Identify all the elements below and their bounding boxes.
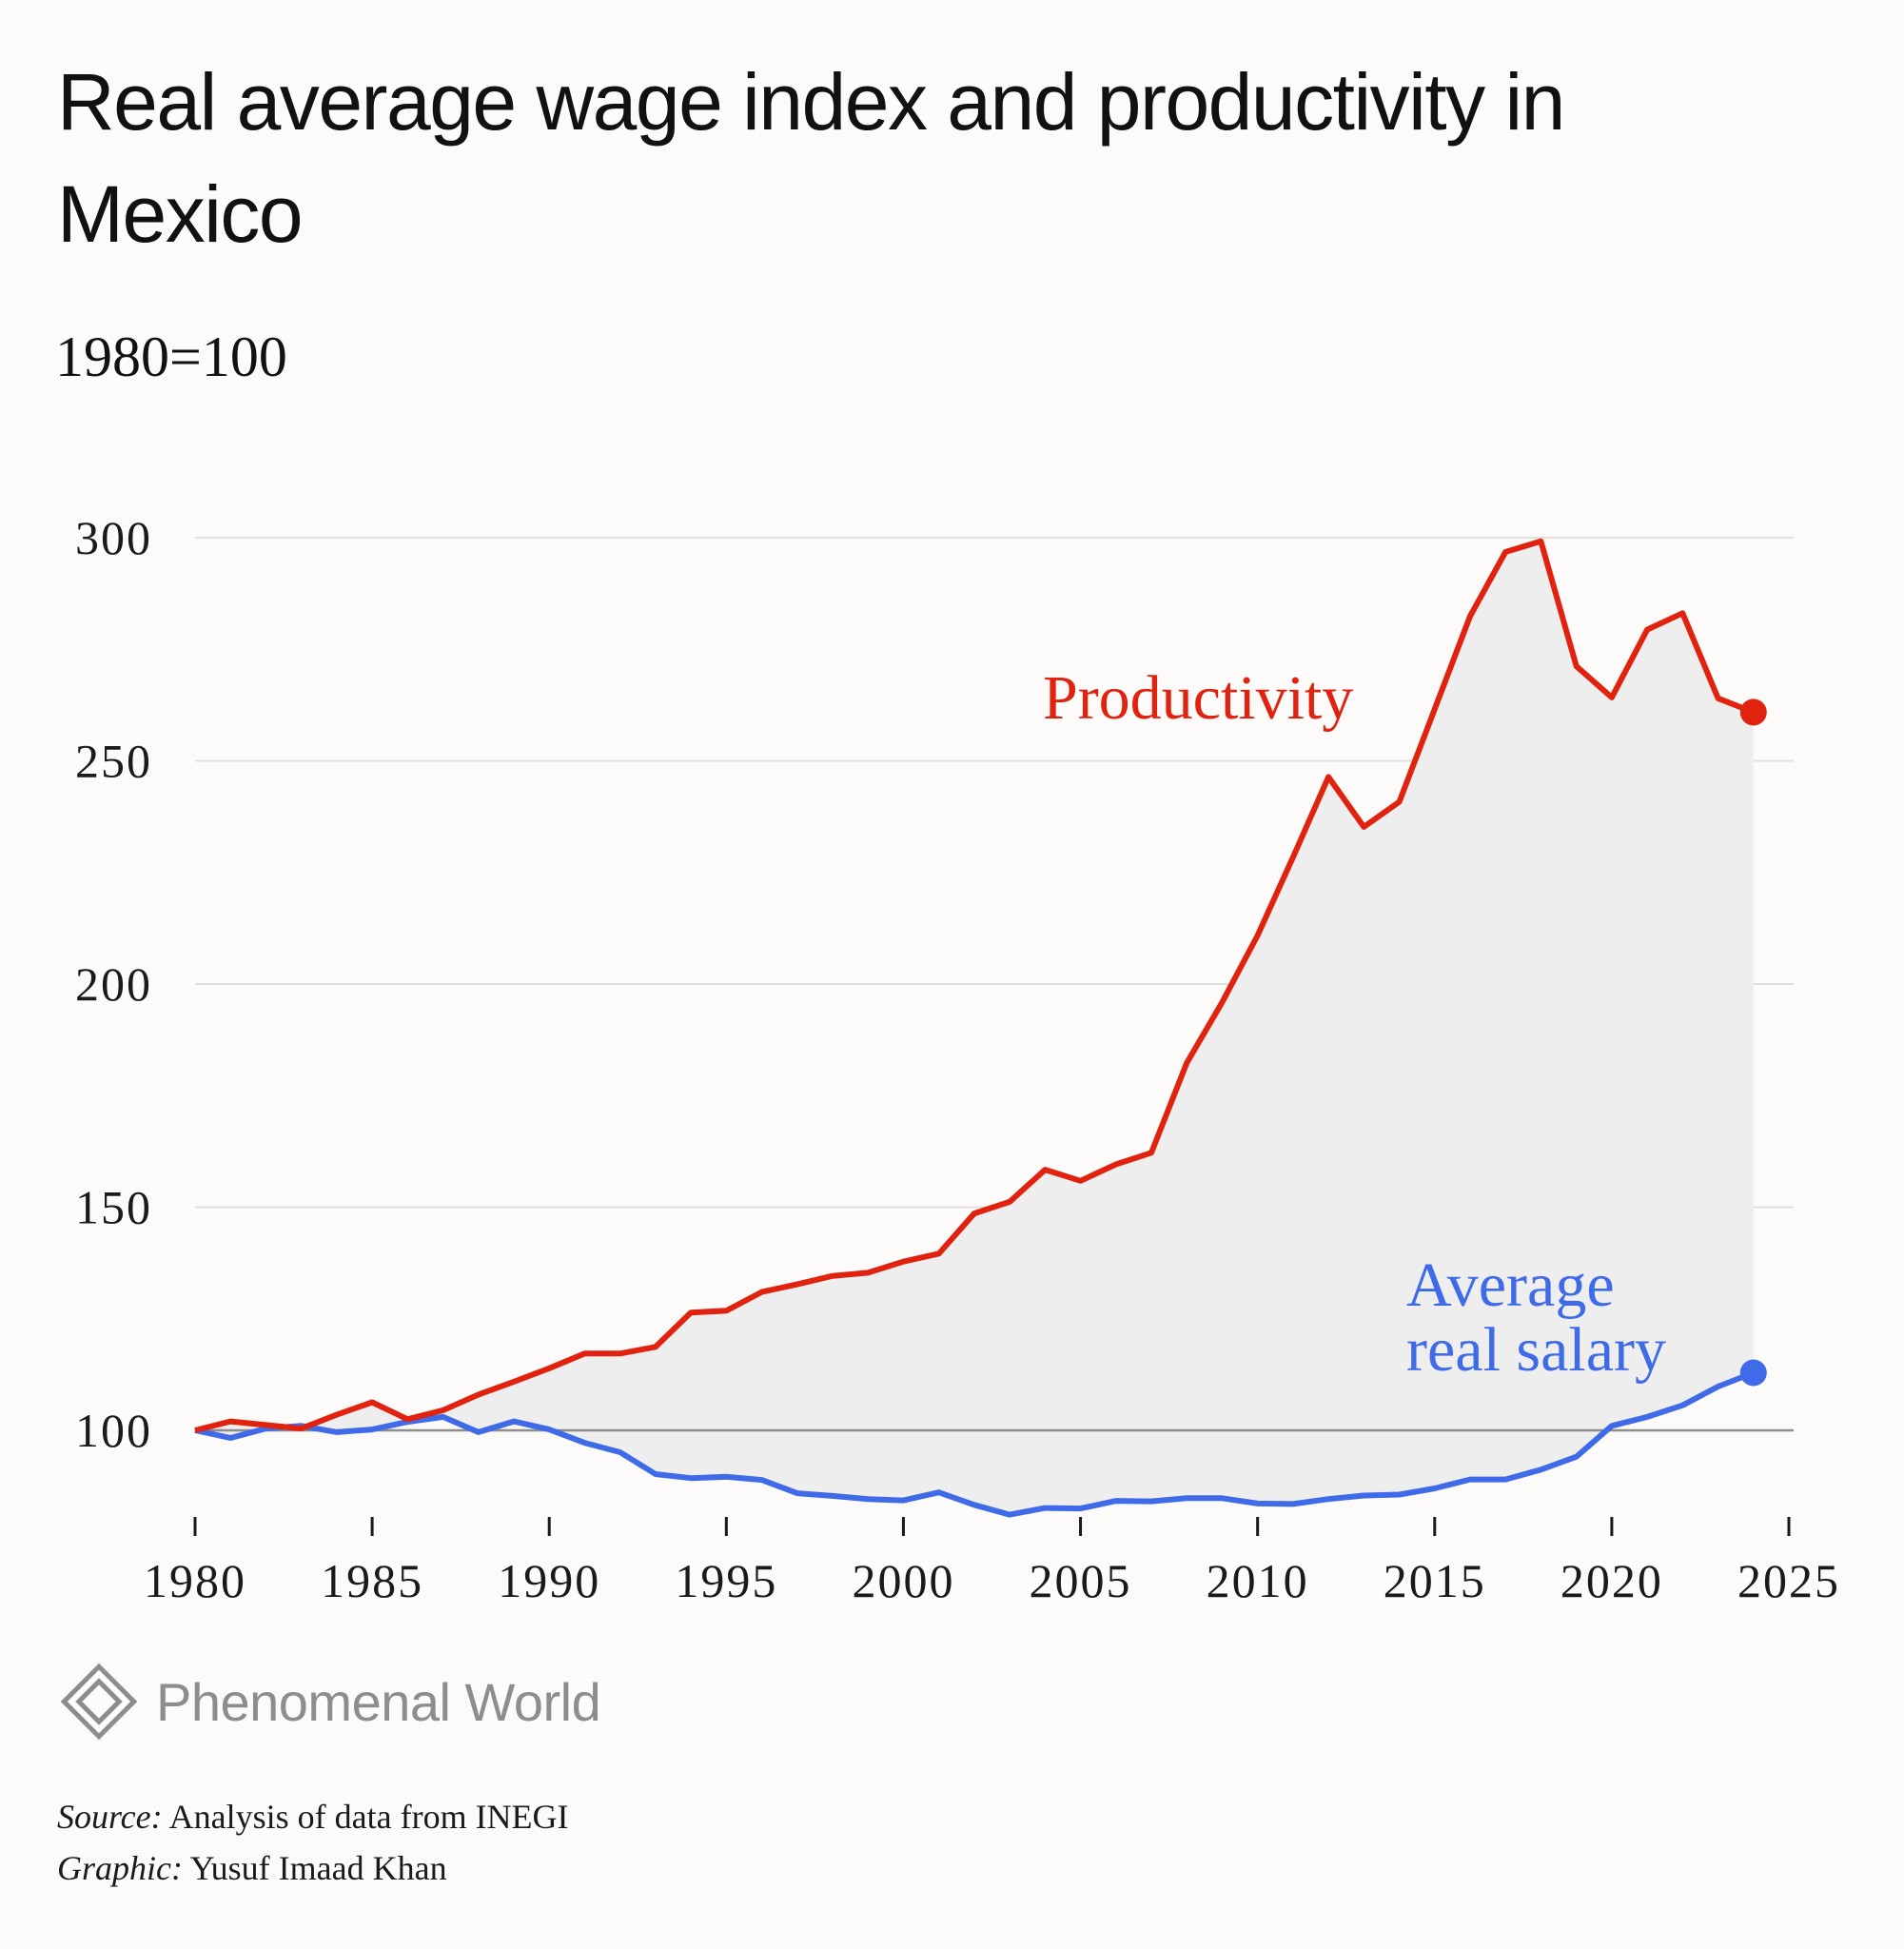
data-points [1739,699,1767,1387]
source-text: Analysis of data from INEGI [168,1798,569,1836]
productivity-label: Productivity [1043,663,1353,733]
x-tick-label: 1995 [675,1554,777,1607]
y-tick-label: 100 [75,1404,152,1457]
line-chart: 100 150 200 250 300 1980 1985 1990 1995 2000 2005… [75,511,1840,1607]
diamond-logo-icon [60,1663,138,1741]
x-tick-label: 2010 [1207,1554,1309,1607]
chart-subtitle: 1980=100 [55,325,287,388]
x-tick-label: 2000 [852,1554,954,1607]
graphic-text: Yusuf Imaad Khan [189,1849,447,1887]
x-tick-label: 1980 [144,1554,246,1607]
chart-title: Real average wage index and productivity… [57,57,1565,259]
x-tick-label: 1990 [498,1554,600,1607]
salary-label-line: Average [1406,1250,1615,1320]
graphic-label: Graphic: [57,1849,183,1887]
x-tick-label: 1985 [321,1554,423,1607]
x-axis: 1980 1985 1990 1995 2000 2005 2010 2015 2020 2025 [144,1517,1840,1607]
gap-area [195,541,1754,1515]
x-tick-label: 2025 [1737,1554,1840,1607]
y-tick-label: 250 [75,735,152,788]
y-axis-labels: 100 150 200 250 300 [75,511,152,1457]
credits: Source: Analysis of data from INEGI Grap… [57,1791,569,1894]
brand-logo: Phenomenal World [55,1658,601,1745]
graphic-line: Graphic: Yusuf Imaad Khan [57,1842,569,1894]
x-tick-label: 2015 [1384,1554,1486,1607]
source-line: Source: Analysis of data from INEGI [57,1791,569,1842]
salary-line [194,1369,1755,1518]
productivity-line [194,538,1755,1433]
x-tick-label: 2005 [1030,1554,1132,1607]
salary-label: Average real salary [1406,1250,1666,1385]
salary-endpoint [1739,1359,1767,1387]
brand-name: Phenomenal World [156,1671,601,1732]
y-tick-label: 200 [75,957,152,1011]
x-tick-label: 2020 [1560,1554,1663,1607]
salary-label-line: real salary [1406,1315,1666,1385]
y-tick-label: 300 [75,511,152,564]
productivity-endpoint [1739,699,1767,726]
y-tick-label: 150 [75,1181,152,1234]
source-label: Source: [57,1798,163,1836]
